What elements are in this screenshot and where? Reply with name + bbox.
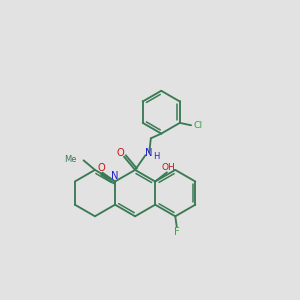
Text: OH: OH (161, 163, 175, 172)
Text: F: F (174, 227, 180, 237)
Text: Cl: Cl (193, 121, 202, 130)
Text: Me: Me (64, 155, 76, 164)
Text: H: H (153, 152, 160, 161)
Text: N: N (111, 171, 118, 181)
Text: O: O (97, 163, 105, 172)
Text: N: N (146, 148, 153, 158)
Text: O: O (116, 148, 124, 158)
